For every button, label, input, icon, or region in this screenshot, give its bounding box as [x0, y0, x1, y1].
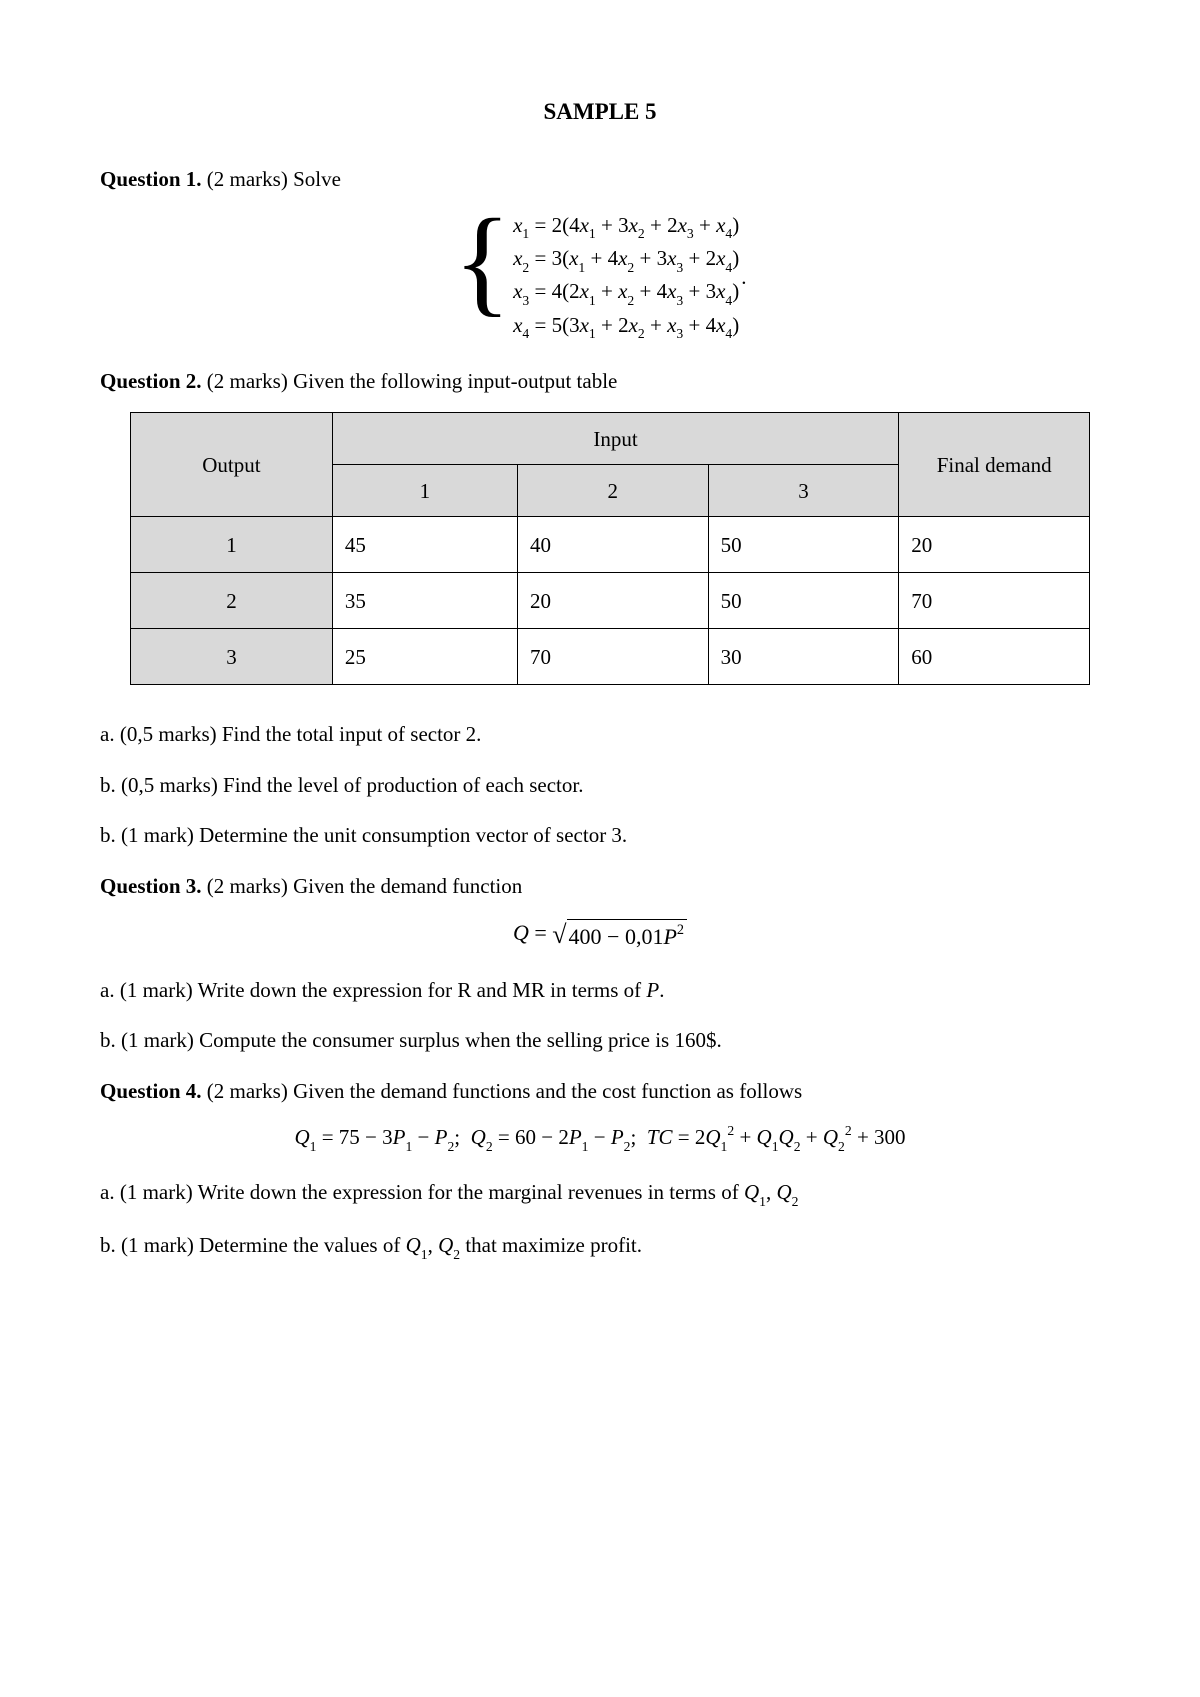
table-row: 3 25 70 30 60 — [131, 629, 1090, 685]
q1-label: Question 1. — [100, 167, 202, 191]
q3-a: a. (1 mark) Write down the expression fo… — [100, 975, 1100, 1005]
q1-marks: (2 marks) — [207, 167, 288, 191]
table-row: Output Input Final demand — [131, 413, 1090, 465]
q1-eq2: x2 = 3(x1 + 4x2 + 3x3 + 2x4) — [513, 244, 739, 275]
q3-a-var: P — [646, 978, 659, 1002]
cell: 20 — [517, 573, 708, 629]
cell: 30 — [708, 629, 899, 685]
q2-a: a. (0,5 marks) Find the total input of s… — [100, 719, 1100, 749]
q2-b: b. (0,5 marks) Find the level of product… — [100, 770, 1100, 800]
row-label: 3 — [131, 629, 333, 685]
q3-a-pre: a. (1 mark) Write down the expression fo… — [100, 978, 646, 1002]
row-label: 1 — [131, 517, 333, 573]
cell: 45 — [332, 517, 517, 573]
row-label: 2 — [131, 573, 333, 629]
q2-prompt: Given the following input-output table — [293, 369, 617, 393]
q1-prompt: Solve — [293, 167, 341, 191]
table-row: 2 35 20 50 70 — [131, 573, 1090, 629]
q4-b-var1: Q — [406, 1233, 421, 1257]
table-row: 1 45 40 50 20 — [131, 517, 1090, 573]
q4-a-pre: a. (1 mark) Write down the expression fo… — [100, 1180, 744, 1204]
cell: 50 — [708, 517, 899, 573]
q3-heading: Question 3. (2 marks) Given the demand f… — [100, 871, 1100, 901]
q4-b-var2: Q — [438, 1233, 453, 1257]
q4-a-var1: Q — [744, 1180, 759, 1204]
cell: 35 — [332, 573, 517, 629]
q3-label: Question 3. — [100, 874, 202, 898]
q4-heading: Question 4. (2 marks) Given the demand f… — [100, 1076, 1100, 1106]
th-input: Input — [332, 413, 898, 465]
q4-a: a. (1 mark) Write down the expression fo… — [100, 1177, 1100, 1210]
q1-eq4: x4 = 5(3x1 + 2x2 + x3 + 4x4) — [513, 311, 739, 342]
th-col2: 2 — [517, 465, 708, 517]
q2-marks: (2 marks) — [207, 369, 288, 393]
cell: 20 — [899, 517, 1090, 573]
cell: 25 — [332, 629, 517, 685]
q1-period: . — [741, 262, 746, 292]
q3-prompt: Given the demand function — [293, 874, 522, 898]
th-col3: 3 — [708, 465, 899, 517]
q3-b: b. (1 mark) Compute the consumer surplus… — [100, 1025, 1100, 1055]
q1-eq3: x3 = 4(2x1 + x2 + 4x3 + 3x4) — [513, 277, 739, 308]
io-table: Output Input Final demand 1 2 3 1 45 40 … — [130, 412, 1090, 685]
document-page: SAMPLE 5 Question 1. (2 marks) Solve { x… — [0, 0, 1200, 1697]
q4-label: Question 4. — [100, 1079, 202, 1103]
q4-b: b. (1 mark) Determine the values of Q1, … — [100, 1230, 1100, 1263]
q3-marks: (2 marks) — [207, 874, 288, 898]
page-title: SAMPLE 5 — [100, 95, 1100, 128]
q1-heading: Question 1. (2 marks) Solve — [100, 164, 1100, 194]
th-col1: 1 — [332, 465, 517, 517]
q4-prompt: Given the demand functions and the cost … — [293, 1079, 802, 1103]
q2-b2: b. (1 mark) Determine the unit consumpti… — [100, 820, 1100, 850]
q1-eq1: x1 = 2(4x1 + 3x2 + 2x3 + x4) — [513, 211, 739, 242]
q3-a-post: . — [659, 978, 664, 1002]
cell: 60 — [899, 629, 1090, 685]
q4-b-pre: b. (1 mark) Determine the values of — [100, 1233, 406, 1257]
cell: 40 — [517, 517, 708, 573]
q4-equation: Q1 = 75 − 3P1 − P2; Q2 = 60 − 2P1 − P2; … — [100, 1122, 1100, 1155]
th-final: Final demand — [899, 413, 1090, 517]
q2-label: Question 2. — [100, 369, 202, 393]
cell: 50 — [708, 573, 899, 629]
cell: 70 — [517, 629, 708, 685]
q2-heading: Question 2. (2 marks) Given the followin… — [100, 366, 1100, 396]
q3-equation: Q = √400 − 0,01P2 — [100, 917, 1100, 953]
cell: 70 — [899, 573, 1090, 629]
q4-a-var2: Q — [776, 1180, 791, 1204]
left-brace-icon: { — [453, 207, 511, 338]
q1-equations: x1 = 2(4x1 + 3x2 + 2x3 + x4) x2 = 3(x1 +… — [513, 211, 739, 342]
q1-equation-system: { x1 = 2(4x1 + 3x2 + 2x3 + x4) x2 = 3(x1… — [100, 211, 1100, 342]
th-output: Output — [131, 413, 333, 517]
q4-marks: (2 marks) — [207, 1079, 288, 1103]
q4-b-post: that maximize profit. — [465, 1233, 642, 1257]
